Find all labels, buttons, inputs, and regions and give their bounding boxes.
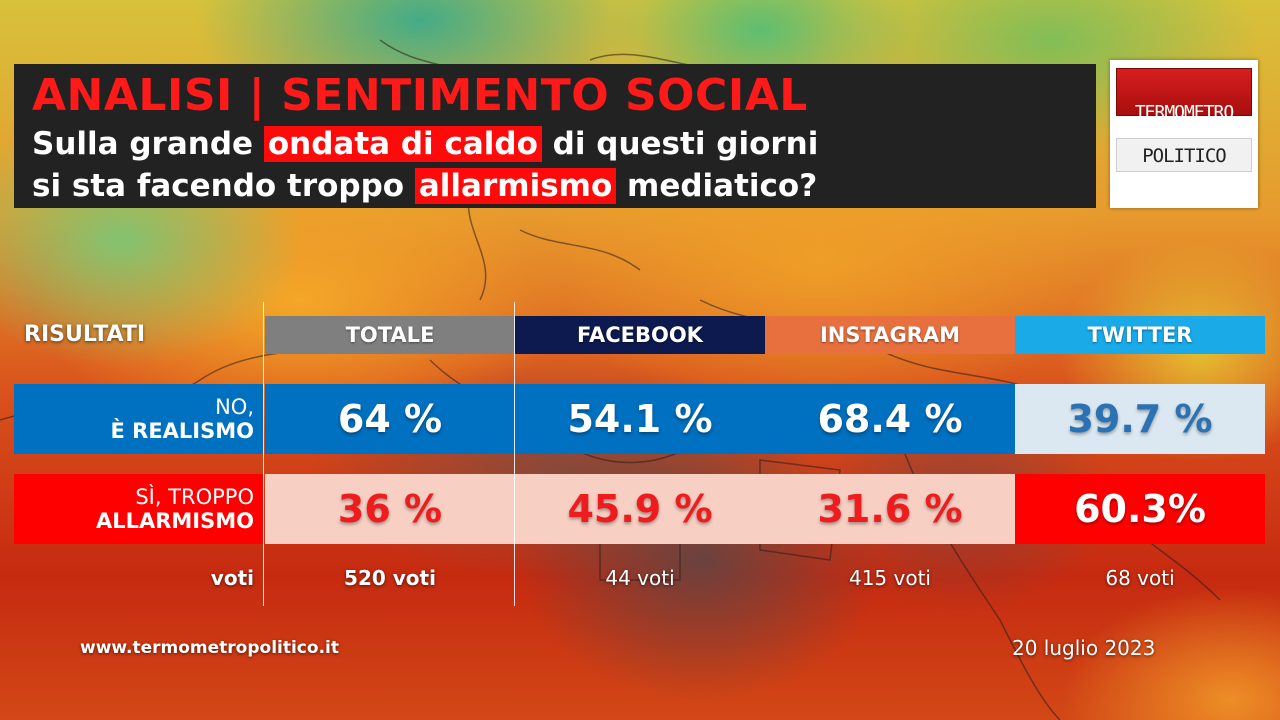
row-label-realismo: NO, È REALISMO [14, 384, 264, 454]
allarmismo-facebook: 45.9 % [515, 474, 765, 544]
logo-bottom-text: POLITICO [1116, 138, 1252, 172]
question-line-1: Sulla grande ondata di caldo di questi g… [32, 126, 819, 162]
logo-top-text: TERMOMETRO [1134, 102, 1234, 123]
votes-instagram: 415 voti [848, 566, 931, 590]
results-label: RISULTATI [24, 322, 146, 347]
realismo-totale: 64 % [265, 384, 515, 454]
allarmismo-totale: 36 % [265, 474, 515, 544]
votes-label: voti [210, 566, 254, 590]
column-divider-2 [514, 302, 515, 606]
header-totale: TOTALE [265, 316, 515, 354]
header-twitter: TWITTER [1015, 316, 1265, 354]
logo-red-band [1116, 68, 1252, 116]
footer-date: 20 luglio 2023 [1012, 636, 1156, 660]
votes-twitter: 68 voti [1105, 566, 1175, 590]
column-divider-1 [263, 302, 264, 606]
highlight-allarmismo: allarmismo [414, 168, 617, 204]
allarmismo-twitter: 60.3% [1015, 474, 1265, 544]
page-title: ANALISI | SENTIMENTO SOCIAL [32, 70, 808, 121]
footer-website: www.termometropolitico.it [80, 638, 339, 658]
header-instagram: INSTAGRAM [765, 316, 1015, 354]
realismo-instagram: 68.4 % [765, 384, 1015, 454]
header-facebook: FACEBOOK [515, 316, 765, 354]
votes-facebook: 44 voti [605, 566, 675, 590]
allarmismo-instagram: 31.6 % [765, 474, 1015, 544]
highlight-ondata: ondata di caldo [263, 126, 542, 162]
votes-totale: 520 voti [344, 566, 436, 590]
question-line-2: si sta facendo troppo allarmismo mediati… [32, 168, 818, 204]
realismo-facebook: 54.1 % [515, 384, 765, 454]
realismo-twitter: 39.7 % [1015, 384, 1265, 454]
row-label-allarmismo: SÌ, TROPPO ALLARMISMO [14, 474, 264, 544]
termometro-politico-logo: TERMOMETRO POLITICO [1110, 60, 1258, 208]
